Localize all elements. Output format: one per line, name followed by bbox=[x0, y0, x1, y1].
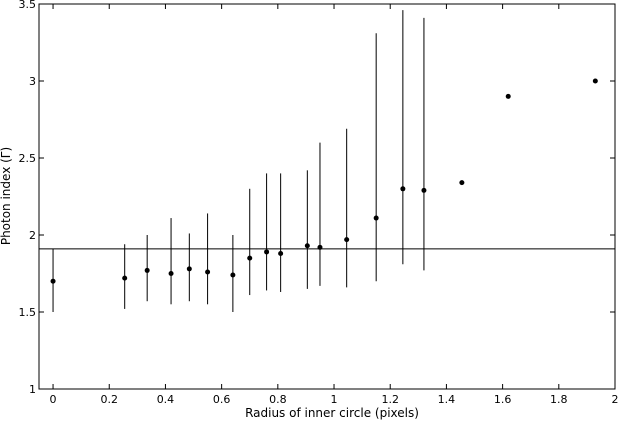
x-axis-label: Radius of inner circle (pixels) bbox=[245, 406, 419, 420]
data-point bbox=[50, 278, 56, 284]
data-point bbox=[247, 255, 253, 261]
x-tick-label: 1.8 bbox=[550, 393, 568, 406]
x-tick-label: 1 bbox=[331, 393, 338, 406]
x-tick-label: 0 bbox=[50, 393, 57, 406]
data-point bbox=[144, 267, 150, 273]
y-axis-label: Photon index (Γ) bbox=[0, 147, 13, 245]
x-tick-label: 1.4 bbox=[438, 393, 456, 406]
data-point bbox=[317, 244, 323, 250]
y-tick-label: 3.5 bbox=[19, 0, 37, 11]
data-point bbox=[205, 269, 211, 275]
error-bars bbox=[52, 10, 425, 312]
data-point bbox=[122, 275, 128, 281]
data-point bbox=[592, 78, 598, 84]
x-tick-label: 1.6 bbox=[494, 393, 512, 406]
y-tick-label: 2.5 bbox=[19, 152, 37, 165]
x-tick-label: 1.2 bbox=[381, 393, 399, 406]
data-point bbox=[400, 186, 406, 192]
data-point bbox=[373, 215, 379, 221]
data-point bbox=[168, 271, 174, 276]
x-tick-label: 2 bbox=[612, 393, 618, 406]
data-point bbox=[278, 250, 284, 256]
y-tick-label: 2 bbox=[29, 229, 36, 242]
data-points bbox=[50, 78, 598, 284]
plot-frame bbox=[38, 3, 616, 390]
data-point bbox=[264, 249, 270, 255]
x-tick-label: 0.6 bbox=[213, 393, 231, 406]
axes: 0 0.2 0.4 0.6 0.8 1 1.2 1.4 1.6 1.8 2 1 1.5 2 2.5 3 3.5 bbox=[19, 0, 618, 406]
data-point bbox=[421, 187, 427, 193]
data-point bbox=[344, 237, 350, 243]
x-tick-label: 0.2 bbox=[100, 393, 118, 406]
x-tick-label: 0.8 bbox=[269, 393, 287, 406]
y-tick-label: 1.5 bbox=[19, 306, 37, 319]
y-tick-label: 3 bbox=[29, 75, 36, 88]
x-tick-label: 0.4 bbox=[157, 393, 175, 406]
data-point bbox=[459, 180, 465, 186]
y-tick-label: 1 bbox=[29, 383, 36, 396]
data-point bbox=[230, 272, 236, 278]
data-point bbox=[186, 266, 192, 272]
data-point bbox=[304, 243, 310, 249]
data-point bbox=[505, 93, 511, 99]
